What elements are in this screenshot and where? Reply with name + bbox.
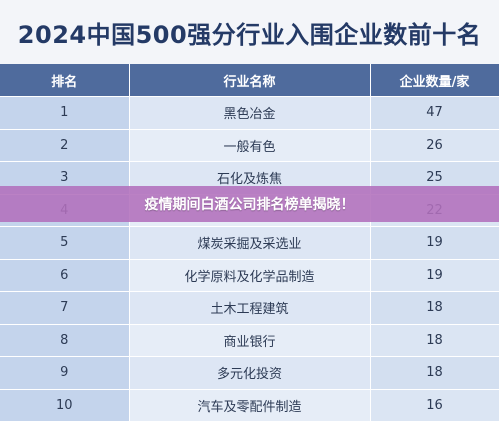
count-cell: 18 [370, 324, 499, 357]
table-row: 7 土木工程建筑 18 [0, 291, 499, 325]
rank-cell: 5 [0, 226, 130, 260]
header-industry: 行业名称 [129, 64, 371, 97]
header-rank: 排名 [0, 64, 130, 97]
rank-cell: 2 [0, 129, 130, 162]
page-title: 2024中国500强分行业入围企业数前十名 [0, 0, 499, 64]
industry-cell: 多元化投资 [129, 356, 371, 390]
table-header-row: 排名 行业名称 企业数量/家 [0, 64, 499, 97]
rank-cell: 7 [0, 291, 130, 325]
ranking-table: 排名 行业名称 企业数量/家 1 黑色冶金 47 2 一般有色 26 3 石化及… [0, 64, 499, 422]
rank-cell: 9 [0, 356, 130, 390]
count-cell: 18 [370, 291, 499, 325]
rank-cell: 8 [0, 324, 130, 357]
rank-cell: 1 [0, 96, 130, 130]
count-cell: 19 [370, 226, 499, 260]
count-cell: 26 [370, 129, 499, 162]
industry-cell: 煤炭采掘及采选业 [129, 226, 371, 260]
rank-cell: 10 [0, 389, 130, 422]
count-cell: 18 [370, 356, 499, 390]
industry-cell: 化学原料及化学品制造 [129, 259, 371, 292]
table-row: 8 商业银行 18 [0, 324, 499, 357]
table-row: 1 黑色冶金 47 [0, 96, 499, 130]
count-cell: 47 [370, 96, 499, 130]
count-cell: 19 [370, 259, 499, 292]
table-row: 10 汽车及零配件制造 16 [0, 389, 499, 422]
industry-cell: 黑色冶金 [129, 96, 371, 130]
table-row: 6 化学原料及化学品制造 19 [0, 259, 499, 292]
industry-cell: 商业银行 [129, 324, 371, 357]
table-row: 9 多元化投资 18 [0, 356, 499, 390]
table-row: 5 煤炭采掘及采选业 19 [0, 226, 499, 260]
rank-cell: 6 [0, 259, 130, 292]
overlay-banner: 疫情期间白酒公司排名榜单揭晓！ [0, 186, 499, 222]
table-row: 2 一般有色 26 [0, 129, 499, 162]
count-cell: 16 [370, 389, 499, 422]
industry-cell: 一般有色 [129, 129, 371, 162]
industry-cell: 土木工程建筑 [129, 291, 371, 325]
header-count: 企业数量/家 [370, 64, 499, 97]
industry-cell: 汽车及零配件制造 [129, 389, 371, 422]
